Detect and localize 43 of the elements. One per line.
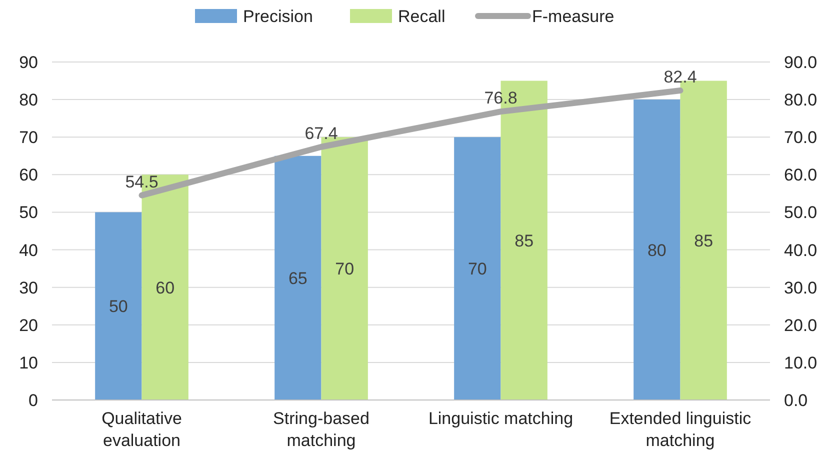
bar [454,137,501,400]
legend-label: F-measure [532,7,614,26]
y-tick-label: 20 [19,316,38,335]
y-tick-label: 10 [19,353,38,372]
y-tick-label: 30 [19,278,38,298]
y2-tick-label: 70.0 [784,128,818,148]
y2-tick-label: 80.0 [784,90,818,110]
y2-tick-label: 60.0 [784,166,818,185]
x-tick-label: Qualitative evaluation [102,409,182,450]
x-tick-label: Linguistic matching [428,409,574,428]
y-tick-label: 0 [28,391,38,410]
bar [274,156,322,400]
y-tick-label: 60 [19,166,38,185]
data-label: 85 [514,231,534,250]
data-label: 70 [335,260,354,279]
data-label: 82.4 [664,68,697,87]
bar [634,100,680,400]
data-label: 85 [694,231,714,250]
y-tick-label: 70 [19,128,38,148]
y-tick-label: 40 [19,240,38,260]
x-tick-label: Extended linguistic matching [609,409,752,450]
data-label: 65 [288,268,308,288]
y-tick-label: 90 [19,53,38,72]
y2-tick-label: 40.0 [784,240,818,260]
y-tick-label: 80 [19,90,38,110]
data-label: 70 [468,260,487,279]
y2-tick-label: 10.0 [784,353,818,372]
data-label: 60 [156,278,175,298]
y2-tick-label: 50.0 [784,203,818,222]
data-label: 50 [108,297,128,316]
y2-tick-label: 90.0 [784,53,818,72]
data-label: 76.8 [484,88,518,108]
legend-label: Recall [398,7,446,26]
data-label: 54.5 [125,172,158,192]
data-label: 67.4 [304,124,338,143]
bar [95,212,142,400]
y-tick-label: 50 [19,203,38,222]
y2-tick-label: 30.0 [784,278,818,298]
x-tick-label: String-based matching [273,409,370,450]
data-label: 80 [647,240,666,260]
y2-tick-label: 0.0 [784,391,808,410]
legend-label: Precision [243,7,313,26]
y2-tick-label: 20.0 [784,316,818,335]
